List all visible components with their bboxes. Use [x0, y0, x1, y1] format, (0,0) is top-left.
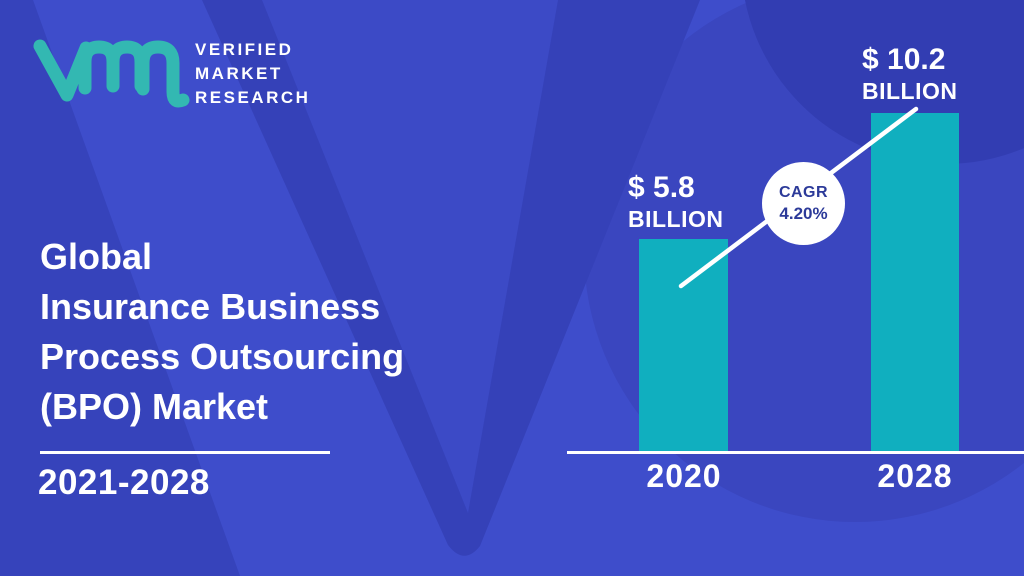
x-tick-2028: 2028: [877, 458, 953, 494]
brand-line-3: RESEARCH: [195, 88, 311, 107]
vmr-logo-icon: [33, 39, 190, 108]
cagr-badge: CAGR 4.20%: [762, 162, 845, 245]
title-line-4: (BPO) Market: [40, 386, 269, 427]
value-label-2020: $ 5.8 BILLION: [628, 171, 724, 233]
cagr-value: 4.20%: [779, 204, 828, 223]
value-2028-amount: $ 10.2: [862, 43, 946, 76]
x-tick-2020: 2020: [646, 458, 722, 494]
bar-2020: [639, 239, 728, 451]
title-line-3: Process Outsourcing: [40, 336, 405, 377]
value-2028-unit: BILLION: [862, 78, 958, 104]
value-2020-unit: BILLION: [628, 206, 724, 232]
x-axis-line: [567, 451, 1024, 454]
cagr-label: CAGR: [778, 184, 829, 201]
forecast-period: 2021-2028: [38, 463, 210, 502]
logo-m-stroke: [78, 40, 148, 95]
title-line-1: Global: [40, 236, 153, 277]
page-title: Global Insurance Business Process Outsou…: [40, 232, 404, 432]
v-watermark-notch: [262, 0, 558, 513]
v-watermark: [202, 0, 700, 556]
value-label-2028: $ 10.2 BILLION: [862, 43, 958, 105]
brand-line-1: VERIFIED: [195, 40, 294, 59]
brand-line-2: MARKET: [195, 64, 283, 83]
background-left-wedge: [0, 0, 240, 576]
title-divider-line: [40, 451, 330, 454]
brand-name: VERIFIED MARKET RESEARCH: [195, 38, 310, 110]
bar-2028: [871, 113, 959, 451]
logo-r-stroke: [136, 40, 190, 108]
value-2020-amount: $ 5.8: [628, 171, 695, 204]
title-line-2: Insurance Business: [40, 286, 381, 327]
